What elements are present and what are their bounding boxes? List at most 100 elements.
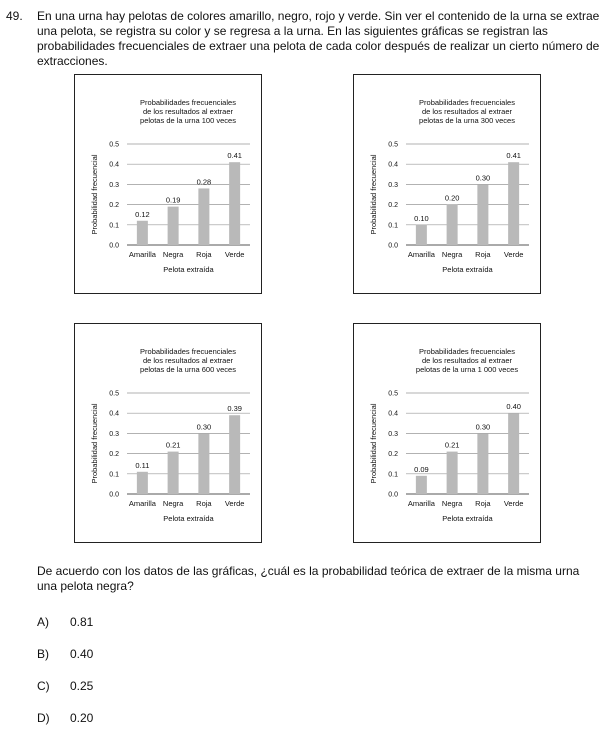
y-tick-label: 0.2 [109,202,119,209]
y-tick-label: 0.4 [109,411,119,418]
question-stem: En una urna hay pelotas de colores amari… [37,9,600,68]
option-d[interactable]: D) 0.20 [37,711,93,725]
x-axis-label: Pelota extraída [442,514,493,523]
x-tick-label: Verde [504,250,524,259]
bar-value-label: 0.39 [227,404,242,413]
y-tick-label: 0.3 [109,182,119,189]
bar-value-label: 0.10 [414,214,429,223]
bar [477,184,489,245]
bar-value-label: 0.21 [445,441,460,450]
bar [508,162,520,245]
bar [415,475,427,494]
bar-value-label: 0.28 [197,177,212,186]
x-tick-label: Roja [475,250,491,259]
y-axis-label: Probabilidad frecuencial [369,403,378,483]
chart-title-line: pelotas de la urna 300 veces [419,116,515,125]
bar [508,413,520,494]
y-tick-label: 0.2 [109,451,119,458]
y-tick-label: 0.2 [388,451,398,458]
bar-value-label: 0.19 [166,196,181,205]
chart-title-line: de los resultados al extraer [143,107,234,116]
x-tick-label: Amarilla [129,499,157,508]
x-tick-label: Roja [196,250,212,259]
option-letter: A) [37,615,49,629]
y-tick-label: 0.3 [388,182,398,189]
chart-title-line: Probabilidades frecuenciales [140,347,236,356]
bar-value-label: 0.12 [135,210,150,219]
bar-value-label: 0.09 [414,465,429,474]
y-tick-label: 0.0 [388,492,398,499]
y-tick-label: 0.4 [109,162,119,169]
y-tick-label: 0.5 [109,391,119,398]
x-tick-label: Verde [504,499,524,508]
option-a[interactable]: A) 0.81 [37,615,93,629]
option-letter: C) [37,679,50,693]
bar [446,204,458,245]
option-b[interactable]: B) 0.40 [37,647,93,661]
x-tick-label: Amarilla [408,250,436,259]
bar [167,206,179,245]
y-tick-label: 0.1 [109,471,119,478]
y-tick-label: 0.0 [109,492,119,499]
chart-title-line: de los resultados al extraer [143,356,234,365]
chart-title-line: pelotas de la urna 100 veces [140,116,236,125]
option-letter: D) [37,711,50,725]
chart-title-line: Probabilidades frecuenciales [419,347,515,356]
chart-panel-100: Probabilidades frecuenciales de los resul… [74,74,262,294]
bar-value-label: 0.40 [506,402,521,411]
chart-panel-1000: Probabilidades frecuenciales de los resul… [353,323,541,543]
bar-value-label: 0.30 [197,422,212,431]
bar [136,220,148,245]
y-tick-label: 0.5 [109,142,119,149]
x-tick-label: Roja [196,499,212,508]
bar [229,162,241,245]
y-tick-label: 0.4 [388,162,398,169]
bar [446,451,458,494]
chart-panel-300: Probabilidades frecuenciales de los resul… [353,74,541,294]
bar-value-label: 0.41 [506,151,521,160]
y-axis-label: Probabilidad frecuencial [369,154,378,234]
option-letter: B) [37,647,49,661]
y-axis-label: Probabilidad frecuencial [90,154,99,234]
option-text: 0.20 [70,711,94,725]
x-axis-label: Pelota extraída [163,265,214,274]
chart-title-line: de los resultados al extraer [422,107,513,116]
chart-panel-600: Probabilidades frecuenciales de los resul… [74,323,262,543]
question-prompt: De acuerdo con los datos de las gráficas… [37,564,580,593]
x-tick-label: Negra [442,250,463,259]
bar-value-label: 0.30 [476,422,491,431]
y-axis-label: Probabilidad frecuencial [90,403,99,483]
question-number: 49. [6,9,23,23]
x-axis-label: Pelota extraída [442,265,493,274]
x-tick-label: Negra [163,499,184,508]
y-tick-label: 0.1 [388,222,398,229]
chart-title-line: Probabilidades frecuenciales [140,98,236,107]
x-tick-label: Negra [442,499,463,508]
bar [198,188,210,245]
option-c[interactable]: C) 0.25 [37,679,93,693]
x-tick-label: Verde [225,250,245,259]
bar [198,433,210,494]
bar [136,471,148,494]
bar-value-label: 0.11 [135,461,149,470]
x-tick-label: Roja [475,499,491,508]
bar-value-label: 0.30 [476,173,491,182]
chart-title-line: pelotas de la urna 1 000 veces [416,365,518,374]
chart-title-line: Probabilidades frecuenciales [419,98,515,107]
y-tick-label: 0.1 [109,222,119,229]
bar [415,224,427,245]
y-tick-label: 0.0 [388,243,398,250]
bar [477,433,489,494]
y-tick-label: 0.1 [388,471,398,478]
bar [229,415,241,494]
x-tick-label: Verde [225,499,245,508]
y-tick-label: 0.5 [388,142,398,149]
y-tick-label: 0.5 [388,391,398,398]
x-tick-label: Amarilla [408,499,436,508]
x-tick-label: Amarilla [129,250,157,259]
y-tick-label: 0.4 [388,411,398,418]
